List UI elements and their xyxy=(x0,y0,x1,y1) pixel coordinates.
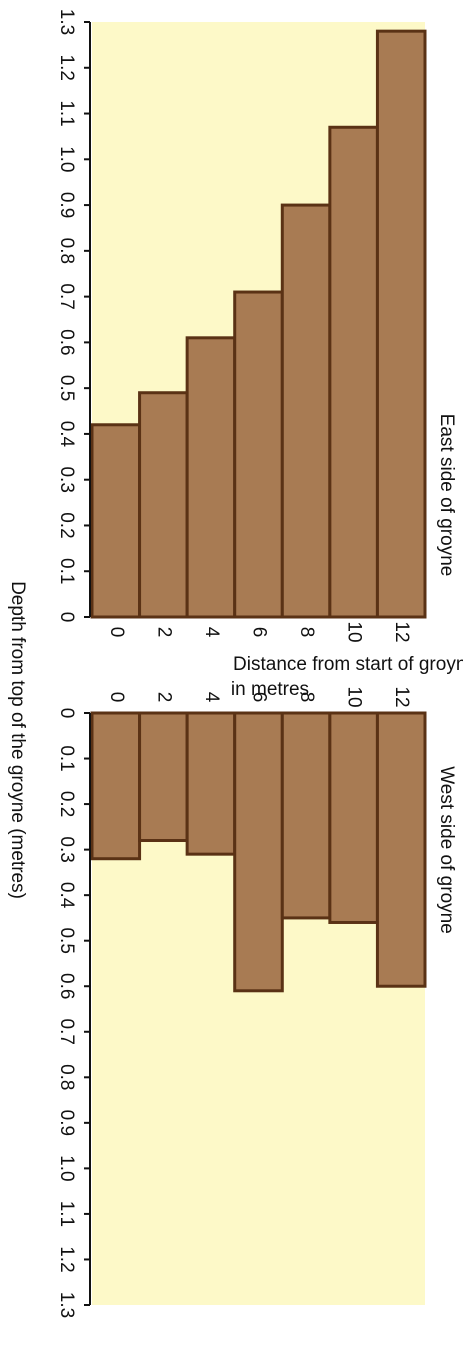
bar xyxy=(90,423,142,619)
y-tick-label: 0.6 xyxy=(56,973,77,999)
x-tick-label: 8 xyxy=(296,692,317,703)
y-tick-label: 0.5 xyxy=(56,927,77,953)
x-axis-label: in metres xyxy=(231,679,309,700)
x-tick-label: 2 xyxy=(153,627,174,638)
y-tick-label: 1.2 xyxy=(56,1246,77,1272)
y-tick-label: 0 xyxy=(56,612,77,623)
bar xyxy=(280,203,332,619)
x-tick-label: 8 xyxy=(296,627,317,638)
x-tick-label: 4 xyxy=(201,692,222,703)
bar xyxy=(185,336,237,619)
y-tick-label: 1.0 xyxy=(56,146,77,172)
y-tick-label: 0.2 xyxy=(56,791,77,817)
bar xyxy=(375,29,427,619)
y-tick-label: 1.1 xyxy=(56,1201,77,1227)
y-axis-label: Depth from top of the groyne (metres) xyxy=(7,581,28,899)
bar xyxy=(233,290,284,619)
x-tick-label: 12 xyxy=(391,686,412,707)
x-tick-label: 4 xyxy=(201,627,222,638)
y-tick-label: 0.4 xyxy=(56,882,77,909)
x-tick-label: 12 xyxy=(391,621,412,642)
y-tick-label: 1.3 xyxy=(56,9,77,35)
x-tick-label: 10 xyxy=(344,621,365,642)
bar xyxy=(138,711,189,843)
y-tick-label: 0.8 xyxy=(56,1064,77,1090)
y-tick-label: 0.6 xyxy=(56,329,77,355)
y-tick-label: 1.2 xyxy=(56,55,77,81)
y-tick-label: 0.9 xyxy=(56,192,77,218)
y-tick-label: 1.3 xyxy=(56,1292,77,1318)
y-tick-label: 1.1 xyxy=(56,100,77,126)
x-tick-label: 6 xyxy=(248,692,269,703)
x-tick-label: 10 xyxy=(344,686,365,707)
y-tick-label: 1.0 xyxy=(56,1155,77,1181)
y-tick-label: 0.5 xyxy=(56,375,77,401)
chart-title: West side of groyne xyxy=(436,766,457,934)
y-tick-label: 0.4 xyxy=(56,421,77,448)
y-tick-label: 0.7 xyxy=(56,283,77,309)
bar xyxy=(233,711,284,993)
bar xyxy=(185,711,237,856)
chart-title: East side of groyne xyxy=(436,414,457,577)
bar xyxy=(328,125,379,619)
y-tick-label: 0.1 xyxy=(56,745,77,771)
y-tick-label: 0.1 xyxy=(56,558,77,584)
bar xyxy=(138,391,189,619)
bar xyxy=(90,711,142,861)
y-tick-label: 0.8 xyxy=(56,238,77,264)
x-tick-label: 2 xyxy=(153,692,174,703)
y-tick-label: 0.7 xyxy=(56,1019,77,1045)
y-tick-label: 0.2 xyxy=(56,512,77,538)
y-tick-label: 0.3 xyxy=(56,466,77,492)
bar xyxy=(328,711,379,924)
x-tick-label: 0 xyxy=(106,692,127,703)
x-axis-label: Distance from start of groyne xyxy=(233,654,463,675)
bar xyxy=(280,711,332,920)
y-tick-label: 0.9 xyxy=(56,1110,77,1136)
x-tick-label: 6 xyxy=(248,627,269,638)
y-tick-label: 0.3 xyxy=(56,836,77,862)
y-tick-label: 0 xyxy=(56,708,77,719)
x-tick-label: 0 xyxy=(106,627,127,638)
bar xyxy=(375,711,427,988)
